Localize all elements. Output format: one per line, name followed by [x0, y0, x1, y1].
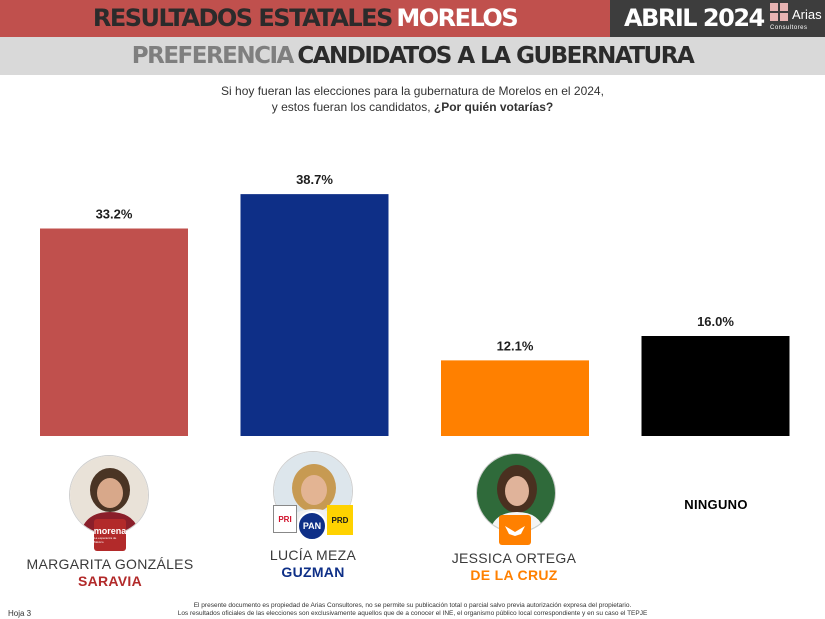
arias-logo: Arias Consultores	[768, 2, 822, 35]
candidate-2-first-name: LUCÍA MEZA	[269, 547, 357, 563]
question-line1: Si hoy fueran las elecciones para la gub…	[221, 84, 604, 98]
date-panel: ABRIL 2024 Arias Consultores	[610, 0, 825, 37]
bar-value-label-4: 16.0%	[697, 314, 734, 329]
survey-question: Si hoy fueran las elecciones para la gub…	[0, 83, 825, 115]
morena-sub: La esperanza de México	[94, 536, 117, 544]
chart-subtitle: PREFERENCIA CANDIDATOS A LA GUBERNATURA	[0, 37, 825, 75]
logo-subtitle: Consultores	[770, 25, 808, 31]
bar-value-label-1: 33.2%	[96, 207, 133, 222]
question-line2-text: y estos fueran los candidatos,	[271, 100, 431, 114]
bar-4	[641, 336, 790, 436]
bar-value-label-2: 38.7%	[296, 172, 333, 187]
morena-logo: morena La esperanza de México	[94, 519, 126, 551]
subtitle-part1: PREFERENCIA	[131, 43, 295, 69]
candidate-3-last-name: DE LA CRUZ	[470, 567, 558, 583]
candidate-2-last-name: GUZMAN	[281, 564, 345, 580]
question-line2: y estos fueran los candidatos, ¿Por quié…	[0, 99, 825, 115]
report-date: ABRIL 2024	[624, 4, 765, 32]
bar-value-label-3: 12.1%	[497, 338, 534, 353]
option-none-label: NINGUNO	[684, 497, 748, 512]
pan-logo: PAN	[297, 511, 327, 541]
subtitle-part2: CANDIDATOS A LA GUBERNATURA	[297, 43, 694, 69]
bar-1	[40, 228, 188, 436]
candidate-1-first-name: MARGARITA GONZÁLES	[26, 556, 194, 572]
bar-2	[240, 194, 389, 436]
report-title-part2: MORELOS	[396, 4, 518, 32]
disclaimer-line2: Los resultados oficiales de las eleccion…	[177, 610, 648, 617]
question-line2-bold: ¿Por quién votarías?	[433, 100, 554, 114]
candidate-1-last-name: SARAVIA	[77, 573, 143, 589]
disclaimer-line1: El presente documento es propiedad de Ar…	[193, 602, 632, 609]
prd-logo: PRD	[327, 505, 353, 535]
logo-mark-icon	[770, 3, 790, 23]
footer-disclaimer: El presente documento es propiedad de Ar…	[0, 602, 825, 618]
report-title-part1: RESULTADOS ESTATALES	[92, 4, 393, 32]
candidate-3-first-name: JESSICA ORTEGA	[451, 550, 577, 566]
logo-name: Arias	[792, 7, 822, 22]
report-title: RESULTADOS ESTATALES MORELOS	[0, 0, 610, 37]
pri-logo: PRI	[273, 505, 297, 533]
eagle-icon	[505, 526, 525, 536]
bar-3	[441, 360, 589, 436]
movimiento-ciudadano-logo	[499, 515, 531, 545]
morena-label: morena	[93, 526, 127, 536]
page-number: Hoja 3	[8, 609, 32, 618]
top-header: RESULTADOS ESTATALES MORELOS ABRIL 2024 …	[0, 0, 825, 37]
